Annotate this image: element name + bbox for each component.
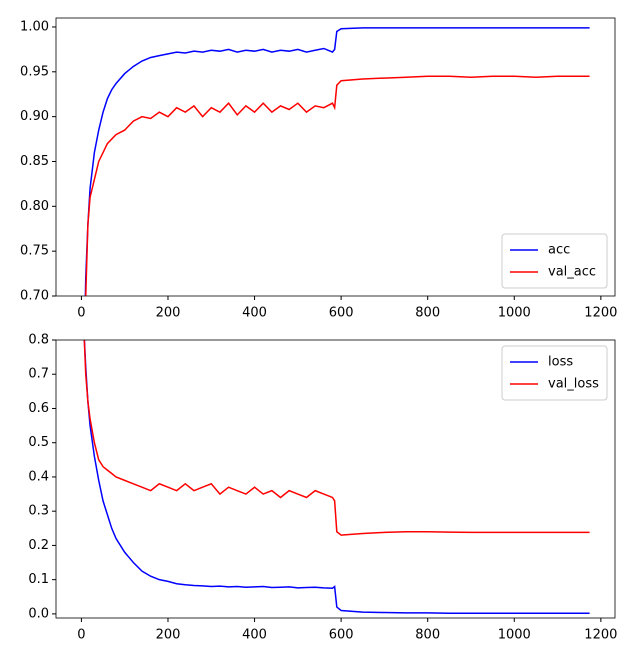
y-tick-label: 0.85 xyxy=(20,154,49,169)
y-tick-label: 0.7 xyxy=(28,367,49,382)
axes: 0 200 400 600 800 1000 1200 0.0 0.1 0.2 0.3 0.4 0.5 0… xyxy=(28,333,617,643)
x-tick-label: 1200 xyxy=(584,628,617,643)
x-tick-label: 0 xyxy=(77,306,85,321)
x-tick-label: 400 xyxy=(242,628,267,643)
x-tick-label: 1000 xyxy=(498,306,531,321)
axes-frame xyxy=(55,339,616,619)
legend: loss val_loss xyxy=(501,345,608,401)
y-tick-label: 0.2 xyxy=(28,538,49,553)
x-tick-label: 800 xyxy=(415,628,440,643)
legend-label: val_loss xyxy=(548,377,599,392)
x-tick-label: 1000 xyxy=(498,628,531,643)
legend-box xyxy=(501,345,608,401)
y-tick-label: 1.00 xyxy=(20,19,49,34)
legend-label: val_acc xyxy=(548,265,596,280)
legend: acc val_acc xyxy=(501,233,608,289)
x-tick-label: 400 xyxy=(242,306,267,321)
y-tick-label: 0.5 xyxy=(28,435,49,450)
y-tick-label: 0.1 xyxy=(28,572,49,587)
y-tick-label: 0.70 xyxy=(20,289,49,304)
x-tick-label: 200 xyxy=(156,628,181,643)
x-tick-label: 600 xyxy=(329,306,354,321)
y-tick-label: 0.8 xyxy=(28,333,49,348)
series-line xyxy=(84,75,590,296)
legend-label: acc xyxy=(548,243,570,258)
series-line xyxy=(83,340,590,614)
y-tick-label: 0.80 xyxy=(20,199,49,214)
series-line xyxy=(83,340,590,536)
y-tick-label: 0.6 xyxy=(28,401,49,416)
legend-box xyxy=(501,233,608,289)
y-tick-label: 0.75 xyxy=(20,244,49,259)
x-tick-label: 800 xyxy=(415,306,440,321)
y-tick-label: 0.90 xyxy=(20,109,49,124)
y-tick-label: 0.0 xyxy=(28,606,49,621)
x-tick-label: 600 xyxy=(329,628,354,643)
y-tick-label: 0.4 xyxy=(28,469,49,484)
x-tick-label: 1200 xyxy=(584,306,617,321)
x-tick-label: 0 xyxy=(77,628,85,643)
axes: 0 200 400 600 800 1000 1200 0.70 0.75 0.80 0.85 0.9… xyxy=(20,17,617,321)
series-line xyxy=(84,27,590,296)
x-tick-label: 200 xyxy=(156,306,181,321)
axes-frame xyxy=(55,17,616,297)
y-tick-label: 0.95 xyxy=(20,64,49,79)
legend-label: loss xyxy=(548,355,573,370)
y-tick-label: 0.3 xyxy=(28,504,49,519)
